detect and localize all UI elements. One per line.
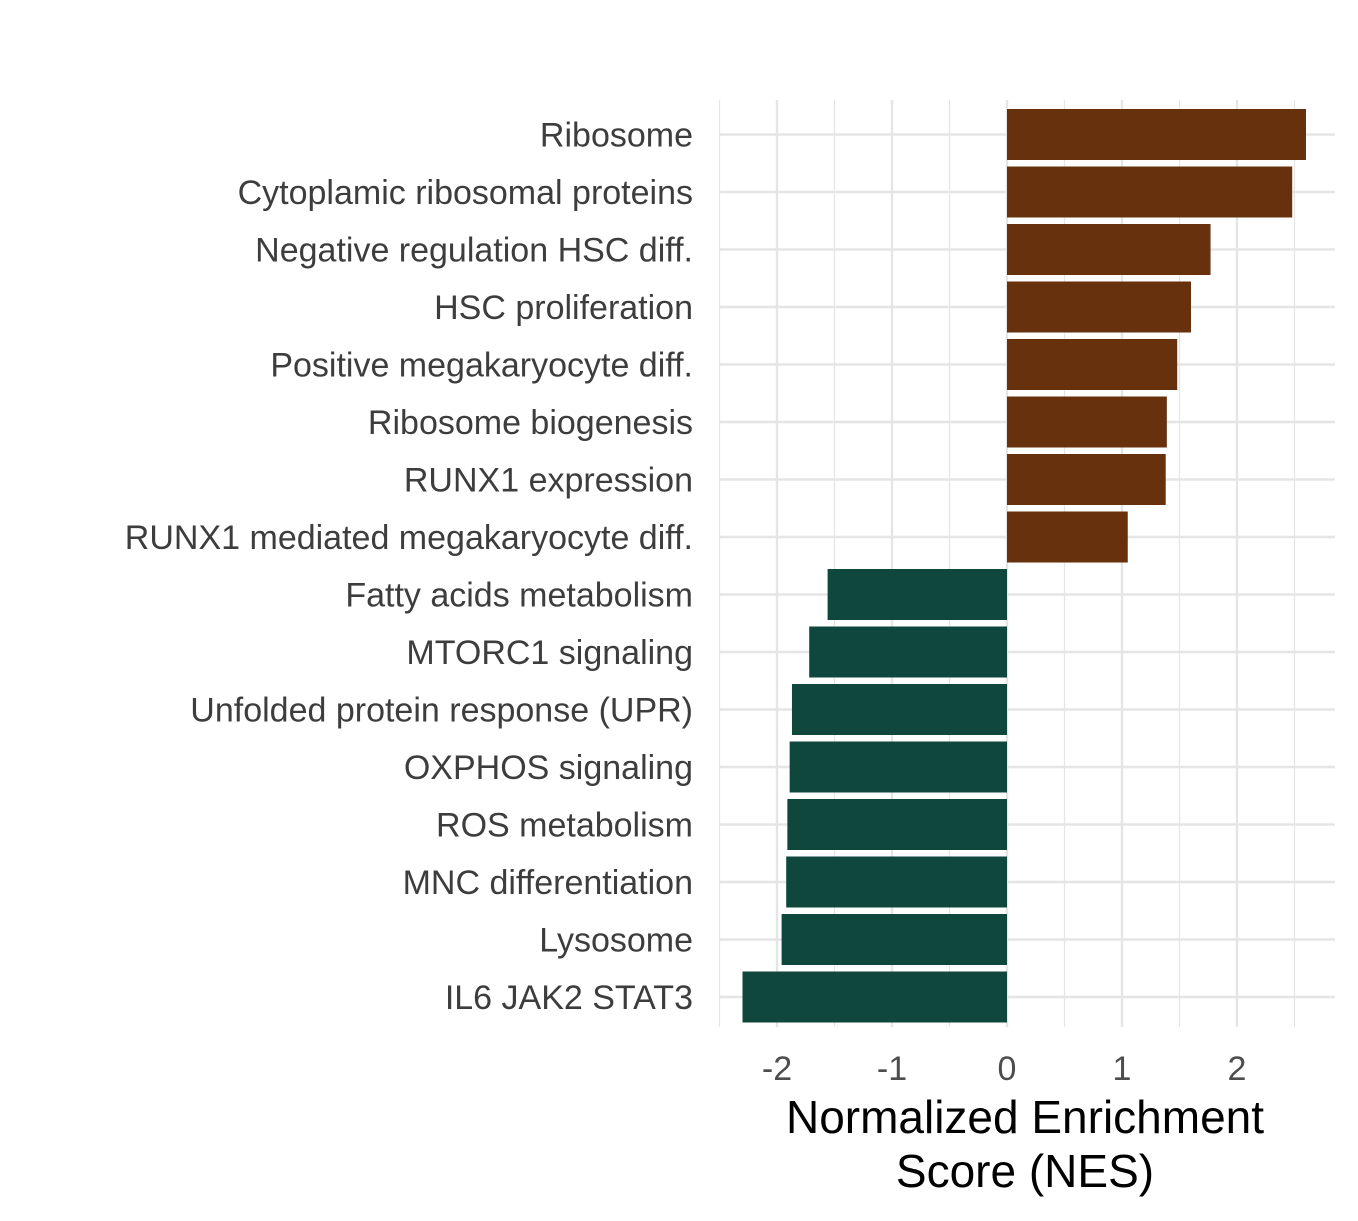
x-tick-label: -1 <box>877 1050 907 1088</box>
category-labels: Ribosome Cytoplamic ribosomal proteins Neg… <box>125 117 693 1018</box>
x-tick-label: -2 <box>762 1050 792 1088</box>
bar <box>786 856 1007 908</box>
bar <box>827 569 1007 620</box>
bar <box>1007 281 1191 333</box>
category-label: Cytoplamic ribosomal proteins <box>238 174 693 212</box>
x-tick-label: 1 <box>1113 1050 1132 1088</box>
x-axis-title-line-2: Score (NES) <box>896 1145 1154 1197</box>
category-label: ROS metabolism <box>436 807 693 845</box>
bar <box>1007 339 1178 390</box>
category-label: RUNX1 mediated megakaryocyte diff. <box>125 519 693 557</box>
category-label: Positive megakaryocyte diff. <box>270 347 693 385</box>
bar <box>742 971 1007 1023</box>
category-label: RUNX1 expression <box>404 462 693 500</box>
bar <box>781 914 1007 965</box>
bar <box>1007 109 1306 160</box>
bar <box>791 684 1007 735</box>
category-label: OXPHOS signaling <box>404 749 693 787</box>
x-axis-title-line-1: Normalized Enrichment <box>786 1091 1264 1143</box>
category-label: HSC proliferation <box>434 289 693 327</box>
bar <box>809 626 1007 678</box>
category-label: Ribosome <box>540 117 693 155</box>
category-label: Negative regulation HSC diff. <box>255 232 693 270</box>
x-tick-label: 2 <box>1228 1050 1247 1088</box>
x-tick-label: 0 <box>998 1050 1017 1088</box>
category-label: MTORC1 signaling <box>406 634 693 672</box>
category-label: Unfolded protein response (UPR) <box>190 692 693 730</box>
bar <box>787 799 1007 850</box>
category-label: IL6 JAK2 STAT3 <box>445 979 693 1017</box>
category-label: Lysosome <box>539 922 693 960</box>
bar <box>1007 511 1128 563</box>
bar <box>1007 454 1166 505</box>
bar <box>789 741 1007 793</box>
bar <box>1007 396 1167 448</box>
category-label: Ribosome biogenesis <box>368 404 693 442</box>
category-label: MNC differentiation <box>403 864 693 902</box>
bars <box>742 109 1306 1023</box>
bar <box>1007 224 1211 275</box>
x-tick-labels: -2 -1 0 1 2 <box>762 1050 1247 1088</box>
bar <box>1007 166 1293 218</box>
category-label: Fatty acids metabolism <box>345 577 693 615</box>
